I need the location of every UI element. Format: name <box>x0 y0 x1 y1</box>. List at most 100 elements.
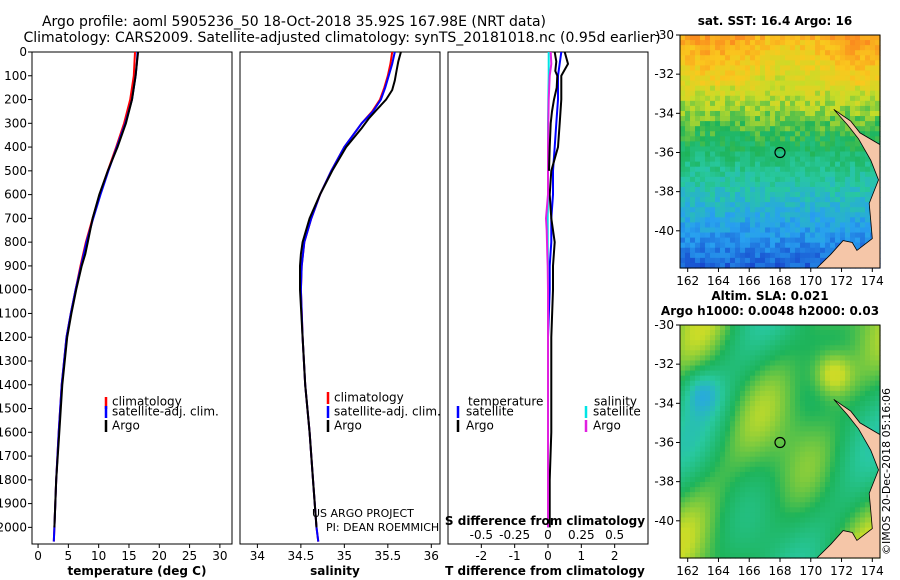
map-cell <box>775 471 781 478</box>
map-cell <box>705 40 711 46</box>
map-cell <box>720 186 726 193</box>
map-cell <box>695 186 701 193</box>
map-cell <box>820 400 826 407</box>
map-cell <box>775 227 781 234</box>
map-cell <box>785 95 791 102</box>
map-cell <box>745 350 751 356</box>
y-tick-label: 700 <box>4 211 27 225</box>
map-cell <box>740 105 746 112</box>
map-cell <box>825 395 831 402</box>
map-cell <box>695 212 701 218</box>
map-cell <box>795 65 801 72</box>
sst-heatmap <box>680 35 881 269</box>
map-cell <box>690 126 696 132</box>
map-cell <box>760 360 766 367</box>
map-cell <box>815 390 821 397</box>
map-cell <box>755 416 761 422</box>
map-cell <box>705 482 711 488</box>
map-cell <box>685 252 691 259</box>
map-cell <box>835 60 841 66</box>
map-cell <box>715 60 721 66</box>
map-cell <box>750 121 756 127</box>
map-cell <box>865 375 871 382</box>
map-cell <box>705 60 711 66</box>
map-cell <box>815 537 821 544</box>
map-cell <box>770 50 776 56</box>
map-cell <box>790 487 796 493</box>
map-cell <box>765 335 771 341</box>
map-cell <box>680 217 686 224</box>
map-cell <box>685 171 691 178</box>
map-cell <box>870 121 876 127</box>
map-cell <box>705 370 711 377</box>
map-cell <box>860 40 866 46</box>
map-cell <box>845 186 851 193</box>
map-cell <box>725 345 731 351</box>
map-cell <box>815 325 821 331</box>
map-cell <box>795 60 801 66</box>
map-cell <box>730 390 736 397</box>
map-cell <box>735 70 741 77</box>
map-cell <box>835 350 841 356</box>
map-cell <box>715 466 721 473</box>
map-cell <box>765 50 771 56</box>
map-cell <box>790 146 796 153</box>
map-cell <box>800 482 806 488</box>
map-cell <box>735 487 741 493</box>
map-cell <box>770 242 776 249</box>
map-cell <box>680 65 686 72</box>
map-cell <box>785 257 791 264</box>
map-cell <box>695 532 701 539</box>
map-cell <box>870 105 876 112</box>
map-cell <box>790 186 796 193</box>
map-cell <box>820 141 826 148</box>
map-cell <box>755 537 761 544</box>
map-cell <box>710 126 716 132</box>
map-cell <box>710 360 716 367</box>
map-cell <box>810 166 816 173</box>
map-cell <box>780 75 786 82</box>
map-cell <box>800 406 806 412</box>
map-cell <box>695 482 701 488</box>
map-cell <box>845 126 851 132</box>
map-cell <box>770 100 776 107</box>
difference-x-axis: -2 -1 0 1 2 <box>475 544 618 563</box>
map-cell <box>745 156 751 163</box>
map-cell <box>830 126 836 132</box>
map-cell <box>700 80 706 87</box>
map-cell <box>800 156 806 163</box>
map-cell <box>845 151 851 158</box>
y-tick-label: 1400 <box>0 378 27 392</box>
map-cell <box>680 186 686 193</box>
map-cell <box>840 80 846 87</box>
map-cell <box>750 171 756 178</box>
map-cell <box>825 416 831 422</box>
map-cell <box>720 151 726 158</box>
map-cell <box>820 186 826 193</box>
map-cell <box>810 406 816 412</box>
map-cell <box>840 400 846 407</box>
map-cell <box>710 406 716 412</box>
map-cell <box>720 370 726 377</box>
map-cell <box>840 512 846 519</box>
map-cell <box>875 50 881 56</box>
map-cell <box>820 40 826 46</box>
map-cell <box>740 380 746 387</box>
legend-salinity-title: salinity <box>594 395 637 409</box>
map-cell <box>765 400 771 407</box>
map-cell <box>795 476 801 483</box>
map-cell <box>680 390 686 397</box>
map-cell <box>810 482 816 488</box>
map-cell <box>800 426 806 432</box>
map-cell <box>795 542 801 549</box>
map-cell <box>865 176 871 183</box>
map-cell <box>855 431 861 438</box>
map-cell <box>805 192 811 198</box>
map-cell <box>685 75 691 82</box>
map-cell <box>805 156 811 163</box>
map-cell <box>795 55 801 61</box>
map-cell <box>705 192 711 198</box>
map-cell <box>760 471 766 478</box>
map-cell <box>760 70 766 77</box>
map-cell <box>850 192 856 198</box>
